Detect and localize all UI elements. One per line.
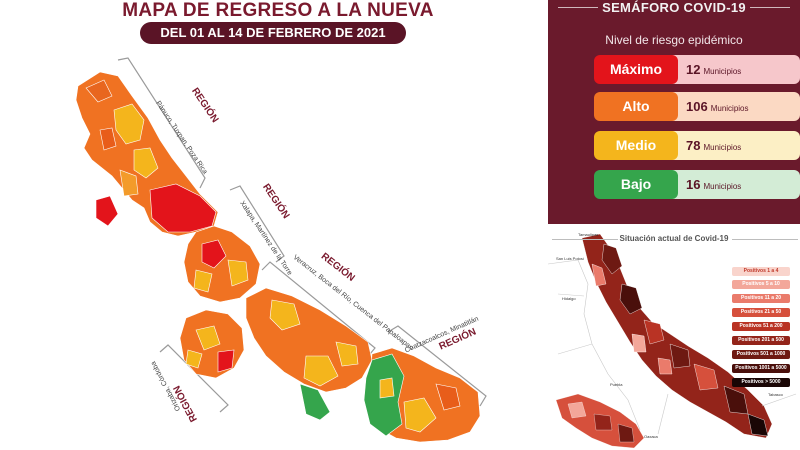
risk-level-pill: Bajo (594, 170, 678, 199)
neighbour-states (548, 259, 797, 435)
risk-count-number: 78 (686, 138, 701, 153)
legend-item-positivos-21-50: Positivos 21 a 50 (732, 308, 790, 317)
risk-count-unit: Municipios (703, 143, 742, 152)
legend-item-positivos-201-500: Positivos 201 a 500 (732, 336, 790, 345)
risk-level-pill: Alto (594, 92, 678, 121)
title-rule-left (558, 7, 598, 8)
covid-cases-map (548, 233, 797, 449)
region-north (75, 71, 219, 237)
title-rule-left (552, 239, 618, 240)
place-label: Puebla (610, 382, 623, 387)
risk-count: 16 Municipios (666, 170, 800, 199)
risk-count-number: 12 (686, 62, 701, 77)
region-coatzacoalcos (363, 347, 481, 443)
risk-row-medio: Medio 78 Municipios (594, 131, 800, 160)
regional-map-panel: MAPA DE REGRESO A LA NUEVA NORMALIDAD DE… (75, 0, 487, 443)
risk-count-number: 106 (686, 99, 708, 114)
place-label: San Luis Potosí (556, 256, 585, 261)
region-brackets (117, 57, 487, 413)
cases-choropleth (581, 233, 773, 439)
legend-item-positivos-5-10: Positivos 5 a 10 (732, 280, 790, 289)
legend-item-positivos-5000-plus: Positivos > 5000 (732, 378, 790, 387)
covid-situation-panel: Situación actual de Covid-19 Tamaulipas … (548, 224, 800, 450)
region-orizaba (179, 309, 245, 379)
risk-row-alto: Alto 106 Municipios (594, 92, 800, 121)
place-label: Tamaulipas (578, 232, 599, 237)
risk-count: 12 Municipios (666, 55, 800, 84)
veracruz-risk-map (75, 57, 487, 443)
risk-row-maximo: Máximo 12 Municipios (594, 55, 800, 84)
risk-level-pill: Máximo (594, 55, 678, 84)
region-veracruz (245, 287, 373, 421)
place-label: Oaxaca (644, 434, 658, 439)
risk-row-bajo: Bajo 16 Municipios (594, 170, 800, 199)
date-range-badge: DEL 01 AL 14 DE FEBRERO DE 2021 (140, 22, 406, 44)
place-label: Hidalgo (562, 296, 576, 301)
legend-item-positivos-501-1000: Positivos 501 a 1000 (732, 350, 790, 359)
risk-count-number: 16 (686, 177, 701, 192)
mexico-inset-map (555, 393, 645, 449)
semaforo-panel: SEMÁFORO COVID-19 Nivel de riesgo epidém… (548, 0, 800, 224)
situation-title: Situación actual de Covid-19 (619, 234, 729, 243)
risk-count-unit: Municipios (710, 104, 749, 113)
semaforo-subtitle: Nivel de riesgo epidémico (605, 33, 743, 47)
risk-level-pill: Medio (594, 131, 678, 160)
legend-item-positivos-11-20: Positivos 11 a 20 (732, 294, 790, 303)
legend-item-positivos-1-4: Positivos 1 a 4 (732, 267, 790, 276)
place-label: Tabasco (768, 392, 783, 397)
semaforo-title: SEMÁFORO COVID-19 (602, 0, 746, 15)
region-xalapa (183, 225, 261, 303)
title-rule-right (732, 239, 798, 240)
title-rule-right (750, 7, 790, 8)
risk-count: 106 Municipios (666, 92, 800, 121)
risk-count-unit: Municipios (703, 67, 742, 76)
legend-item-positivos-51-200: Positivos 51 a 200 (732, 322, 790, 331)
risk-count-unit: Municipios (703, 182, 742, 191)
risk-count: 78 Municipios (666, 131, 800, 160)
legend-item-positivos-1001-5000: Positivos 1001 a 5000 (732, 364, 790, 373)
